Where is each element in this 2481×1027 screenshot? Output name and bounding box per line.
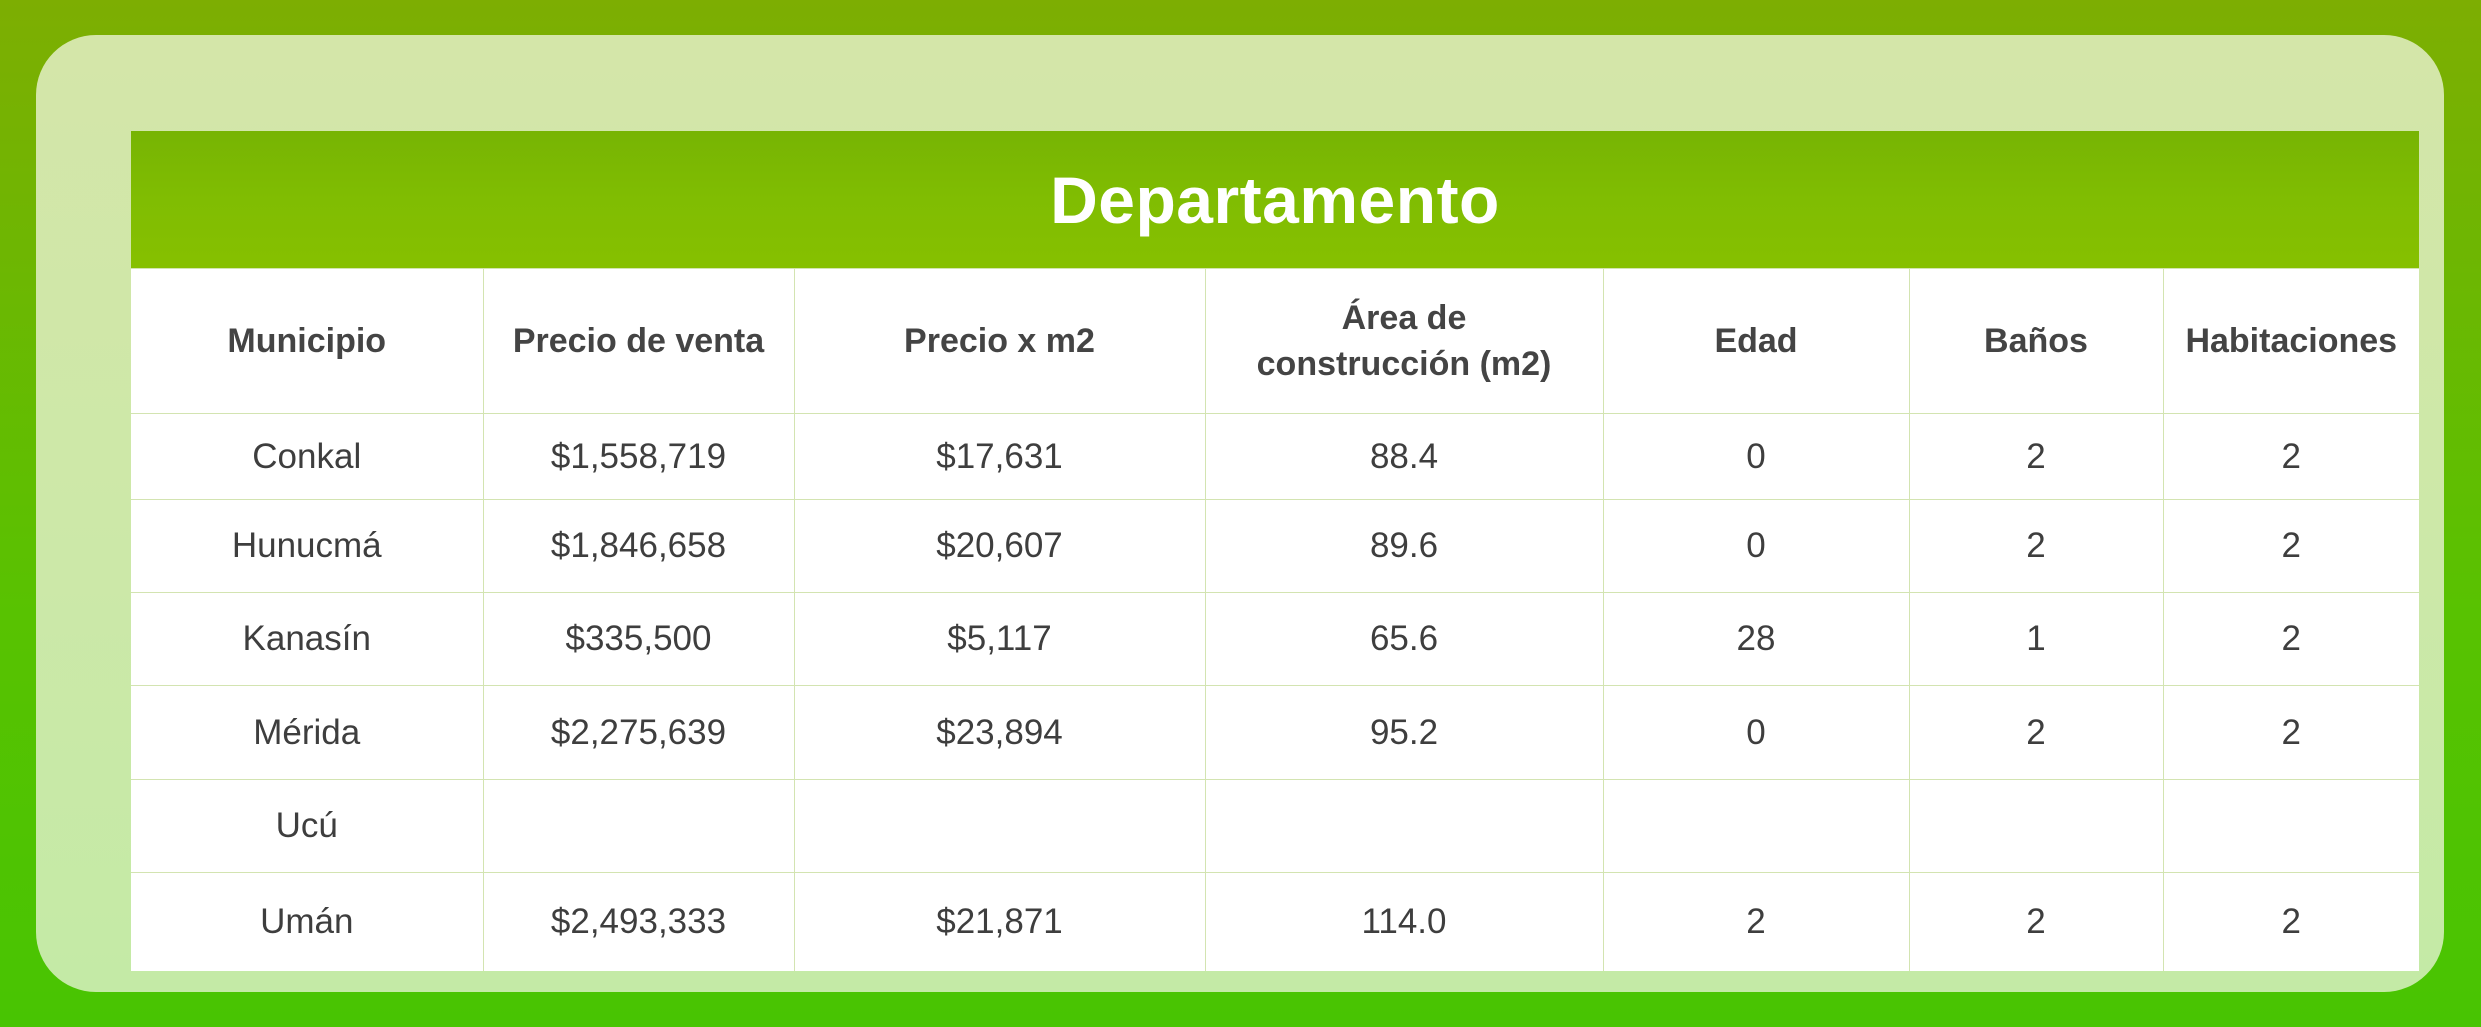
cell-precio-venta: $1,846,658 (482, 499, 795, 593)
table-title: Departamento (1050, 162, 1500, 237)
cell-municipio: Umán (131, 872, 484, 971)
cell-precio-m2: $20,607 (793, 499, 1206, 593)
cell-precio-venta: $1,558,719 (482, 413, 795, 500)
column-header-edad: Edad (1602, 268, 1910, 414)
column-header-area-construccion: Área de construcción (m2) (1204, 268, 1604, 414)
cell-edad: 0 (1602, 499, 1910, 593)
column-header-municipio: Municipio (131, 268, 484, 414)
cell-municipio: Hunucmá (131, 499, 484, 593)
column-header-precio-m2: Precio x m2 (793, 268, 1206, 414)
cell-edad: 0 (1602, 413, 1910, 500)
cell-precio-m2: $5,117 (793, 592, 1206, 686)
cell-habitaciones: 2 (2162, 499, 2419, 593)
cell-precio-venta: $2,275,639 (482, 685, 795, 780)
column-header-habitaciones: Habitaciones (2162, 268, 2419, 414)
cell-area: 95.2 (1204, 685, 1604, 780)
cell-area: 114.0 (1204, 872, 1604, 971)
cell-banos: 2 (1908, 413, 2164, 500)
table-row: Mérida $2,275,639 $23,894 95.2 0 2 2 (131, 685, 2419, 780)
cell-precio-m2: $21,871 (793, 872, 1206, 971)
cell-precio-m2: $23,894 (793, 685, 1206, 780)
cell-precio-m2 (793, 779, 1206, 873)
cell-precio-m2: $17,631 (793, 413, 1206, 500)
cell-area (1204, 779, 1604, 873)
cell-municipio: Ucú (131, 779, 484, 873)
cell-habitaciones: 2 (2162, 592, 2419, 686)
cell-banos: 2 (1908, 872, 2164, 971)
cell-municipio: Kanasín (131, 592, 484, 686)
cell-edad: 28 (1602, 592, 1910, 686)
cell-edad: 0 (1602, 685, 1910, 780)
table-card: Departamento Municipio Precio de venta P… (36, 35, 2444, 992)
cell-banos: 1 (1908, 592, 2164, 686)
cell-area: 65.6 (1204, 592, 1604, 686)
cell-habitaciones: 2 (2162, 872, 2419, 971)
cell-habitaciones (2162, 779, 2419, 873)
column-header-precio-venta: Precio de venta (482, 268, 795, 414)
cell-habitaciones: 2 (2162, 413, 2419, 500)
departamento-table: Municipio Precio de venta Precio x m2 Ár… (131, 268, 2419, 971)
column-header-area-line1: Área de (1341, 299, 1467, 337)
cell-edad: 2 (1602, 872, 1910, 971)
table-row: Kanasín $335,500 $5,117 65.6 28 1 2 (131, 592, 2419, 686)
cell-municipio: Conkal (131, 413, 484, 500)
cell-banos (1908, 779, 2164, 873)
header-row: Municipio Precio de venta Precio x m2 Ár… (131, 268, 2419, 414)
cell-banos: 2 (1908, 499, 2164, 593)
departamento-table-container: Departamento Municipio Precio de venta P… (131, 131, 2419, 975)
cell-precio-venta: $2,493,333 (482, 872, 795, 971)
column-header-area-line2: construcción (m2) (1256, 345, 1552, 383)
cell-precio-venta (482, 779, 795, 873)
cell-banos: 2 (1908, 685, 2164, 780)
column-header-banos: Baños (1908, 268, 2164, 414)
cell-area: 88.4 (1204, 413, 1604, 500)
table-title-bar: Departamento (131, 131, 2419, 268)
cell-edad (1602, 779, 1910, 873)
cell-area: 89.6 (1204, 499, 1604, 593)
cell-precio-venta: $335,500 (482, 592, 795, 686)
cell-municipio: Mérida (131, 685, 484, 780)
cell-habitaciones: 2 (2162, 685, 2419, 780)
table-row: Ucú (131, 779, 2419, 873)
table-row: Umán $2,493,333 $21,871 114.0 2 2 2 (131, 872, 2419, 971)
table-row: Hunucmá $1,846,658 $20,607 89.6 0 2 2 (131, 499, 2419, 593)
table-row: Conkal $1,558,719 $17,631 88.4 0 2 2 (131, 413, 2419, 500)
